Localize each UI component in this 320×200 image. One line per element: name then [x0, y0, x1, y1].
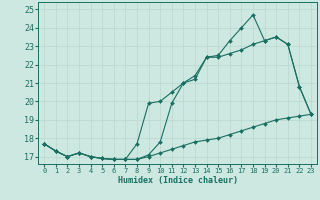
X-axis label: Humidex (Indice chaleur): Humidex (Indice chaleur)	[118, 176, 238, 185]
